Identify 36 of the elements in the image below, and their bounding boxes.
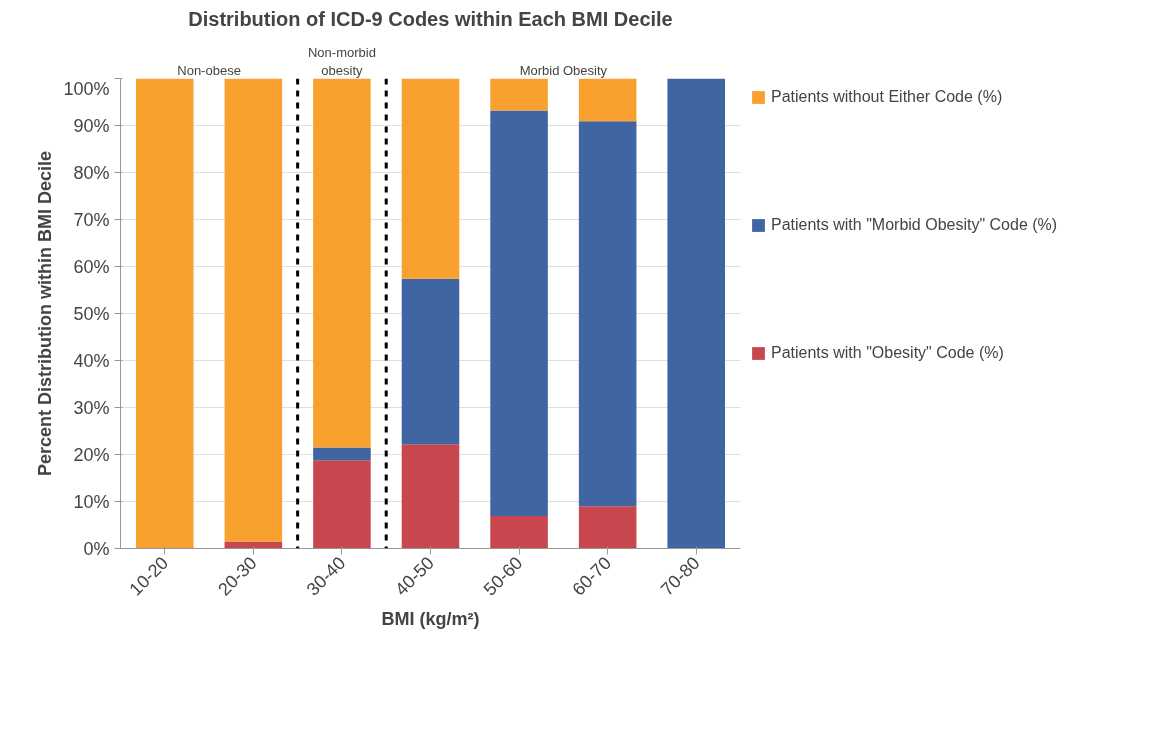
text: Non-morbid obesity [307, 44, 376, 78]
y-tick-label: 60% [73, 256, 110, 277]
legend-label: Patients without Either Code (%) [771, 88, 1003, 106]
bar [313, 460, 371, 549]
bar [490, 516, 548, 549]
bar [401, 78, 460, 279]
y-tick-label: 100% [63, 78, 110, 99]
bar [224, 78, 283, 542]
y-tick-label: 90% [73, 115, 110, 136]
y-tick-label: 20% [73, 444, 110, 465]
bar [578, 506, 637, 549]
y-tick-label: 70% [73, 209, 110, 230]
legend-label: Patients with "Obesity" Code (%) [771, 344, 1004, 362]
y-tick-label: 50% [73, 303, 110, 324]
y-tick-label: 80% [73, 162, 110, 183]
bar [401, 278, 460, 445]
bar [578, 121, 637, 507]
chart-title: Distribution of ICD-9 Codes within Each BMI Decile [188, 7, 673, 30]
bar [136, 78, 194, 549]
bar [313, 78, 371, 448]
bar [224, 541, 283, 549]
y-axis-title: Percent Distribution within BMI Decile [35, 150, 56, 477]
y-tick-label: 10% [73, 491, 110, 512]
x-axis-title: BMI (kg/m²) [381, 609, 480, 630]
bar [578, 78, 637, 122]
y-tick-label: 40% [73, 350, 110, 371]
bar [401, 444, 460, 549]
y-tick-label: 0% [83, 538, 110, 559]
bar [490, 78, 548, 111]
bar [667, 78, 725, 549]
bar [490, 110, 548, 517]
text: Non-obese [177, 62, 241, 78]
y-tick-label: 30% [73, 397, 110, 418]
text: Morbid Obesity [519, 62, 608, 78]
legend-label: Patients with "Morbid Obesity" Code (%) [771, 216, 1058, 234]
bar [313, 447, 371, 461]
